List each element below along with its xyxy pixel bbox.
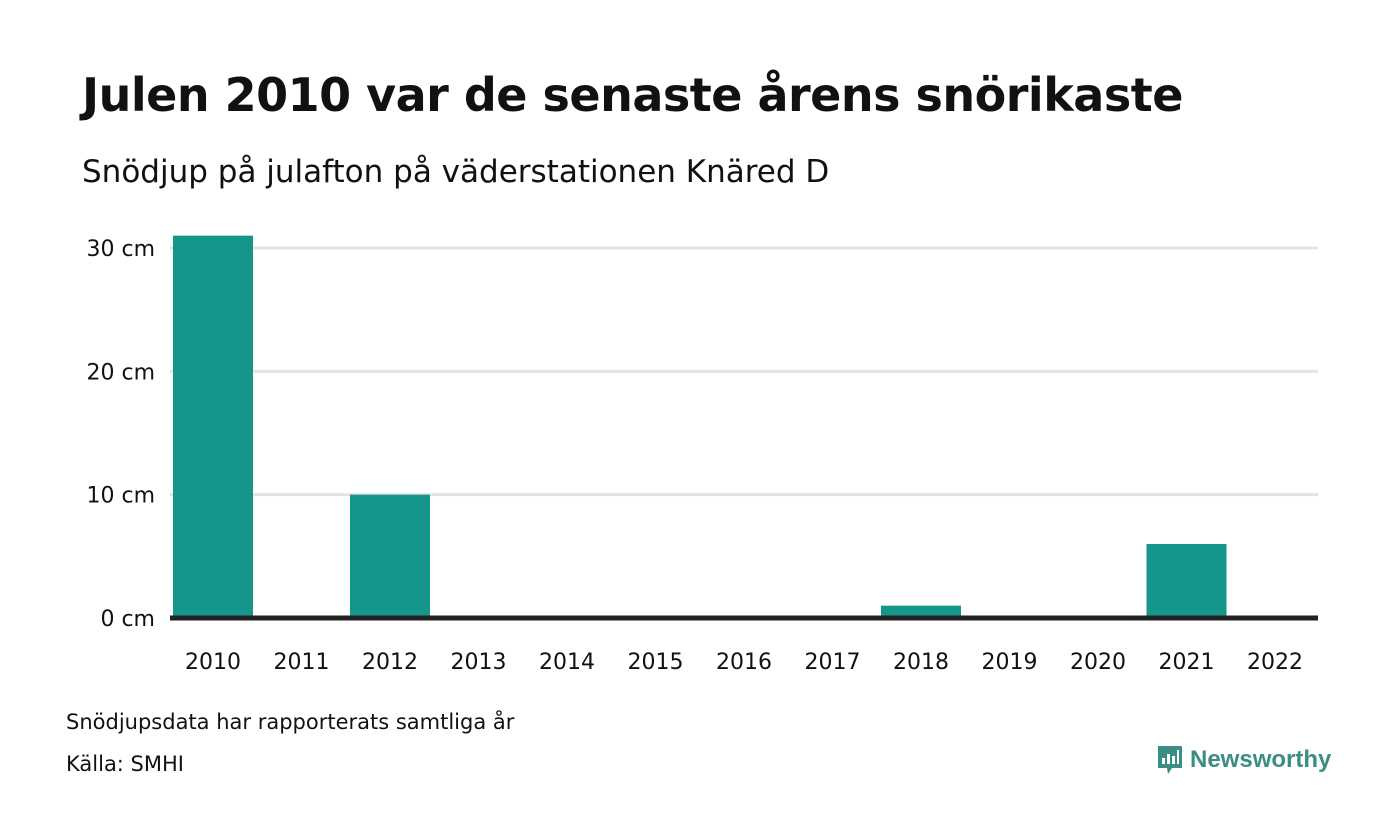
bar-2012 bbox=[350, 494, 430, 618]
y-tick-label: 30 cm bbox=[86, 237, 155, 262]
x-tick-label: 2020 bbox=[1070, 650, 1126, 675]
y-tick-label: 10 cm bbox=[86, 484, 155, 509]
bar-2010 bbox=[173, 235, 253, 618]
x-tick-label: 2014 bbox=[539, 650, 595, 675]
x-tick-label: 2017 bbox=[805, 650, 861, 675]
x-tick-label: 2018 bbox=[893, 650, 949, 675]
chart-subtitle: Snödjup på julafton på väderstationen Kn… bbox=[82, 154, 830, 190]
x-tick-label: 2015 bbox=[628, 650, 684, 675]
x-tick-label: 2019 bbox=[982, 650, 1038, 675]
brand-name: Newsworthy bbox=[1190, 746, 1332, 773]
x-tick-label: 2016 bbox=[716, 650, 772, 675]
y-tick-label: 0 cm bbox=[100, 607, 155, 632]
bar-chart: 0 cm 10 cm 20 cm 30 cm 2010 2011 2012 2013 2014 2… bbox=[86, 235, 1318, 675]
chart-title: Julen 2010 var de senaste årens snörikas… bbox=[82, 68, 1183, 122]
data-note: Snödjupsdata har rapporterats samtliga å… bbox=[66, 710, 515, 734]
x-tick-label: 2012 bbox=[362, 650, 418, 675]
x-tick-label: 2022 bbox=[1247, 650, 1303, 675]
source-note: Källa: SMHI bbox=[66, 752, 184, 776]
x-tick-label: 2013 bbox=[451, 650, 507, 675]
brand-logo: Newsworthy bbox=[1156, 744, 1331, 776]
bar-2018 bbox=[881, 605, 961, 618]
x-tick-label: 2021 bbox=[1159, 650, 1215, 675]
newsworthy-logo-icon bbox=[1158, 746, 1182, 774]
x-tick-label: 2011 bbox=[274, 650, 330, 675]
x-tick-label: 2010 bbox=[185, 650, 241, 675]
bar-2021 bbox=[1146, 544, 1227, 618]
y-tick-label: 20 cm bbox=[86, 360, 155, 385]
